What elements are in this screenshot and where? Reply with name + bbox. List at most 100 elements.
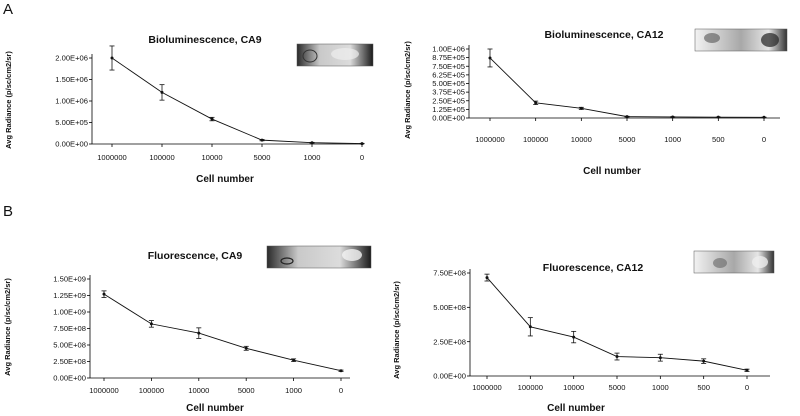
x-tick-label: 10000: [563, 383, 584, 392]
x-tick-label: 1000: [664, 135, 681, 144]
y-tick-label: 0.00E+00: [433, 372, 466, 381]
x-tick-label: 500: [697, 383, 710, 392]
x-axis-title: Cell number: [186, 403, 244, 414]
y-tick-label: 2.00E+06: [55, 54, 88, 63]
y-tick-label: 1.00E+06: [432, 45, 465, 54]
data-point: [197, 331, 201, 335]
data-point: [292, 358, 296, 362]
y-tick-label: 5.00E+05: [55, 118, 88, 127]
panel-letter-a: A: [3, 1, 13, 18]
y-axis-title: Avg Radiance (p/sc/cm2/sr): [4, 51, 13, 149]
y-tick-label: 8.75E+05: [432, 53, 465, 62]
x-tick-label: 5000: [619, 135, 636, 144]
x-tick-label: 1000: [285, 386, 302, 395]
data-point: [579, 106, 583, 110]
y-tick-label: 3.75E+05: [432, 88, 465, 97]
y-tick-label: 6.25E+05: [432, 70, 465, 79]
x-tick-label: 0: [360, 153, 364, 162]
y-tick-label: 1.00E+09: [53, 308, 86, 317]
data-point: [528, 325, 532, 329]
y-tick-label: 0.00E+00: [432, 114, 465, 123]
x-tick-label: 5000: [254, 153, 271, 162]
y-tick-label: 1.50E+06: [55, 75, 88, 84]
panel-letter-b: B: [3, 203, 13, 220]
y-tick-label: 5.00E+05: [432, 79, 465, 88]
data-point: [485, 276, 489, 280]
series-line: [111, 57, 363, 145]
y-tick-label: 1.00E+06: [55, 97, 88, 106]
x-tick-label: 10000: [571, 135, 592, 144]
mouse-fluorescence-image: [693, 250, 775, 274]
chart-title: Bioluminescence, CA9: [148, 34, 261, 46]
chart-bioluminescence-ca9: Bioluminescence, CA9 Avg Radiance (p/sc/…: [4, 34, 374, 185]
data-point: [488, 56, 492, 60]
x-tick-label: 5000: [238, 386, 255, 395]
y-tick-label: 7.50E+05: [432, 62, 465, 71]
x-tick-label: 1000000: [475, 135, 505, 144]
series-line: [489, 57, 765, 118]
data-point: [244, 346, 248, 350]
data-point: [745, 368, 749, 372]
data-point: [110, 56, 114, 60]
y-tick-label: 5.00E+08: [53, 341, 86, 350]
mouse-bioluminescence-image: [296, 43, 374, 67]
y-tick-label: 1.25E+05: [432, 105, 465, 114]
x-tick-label: 500: [712, 135, 725, 144]
data-point: [716, 115, 720, 119]
y-tick-label: 0.00E+00: [53, 374, 86, 383]
x-tick-label: 1000: [652, 383, 669, 392]
data-point: [360, 142, 364, 146]
y-tick-label: 7.50E+08: [433, 269, 466, 278]
y-axis-title: Avg Radiance (p/sc/cm2/sr): [403, 41, 412, 139]
y-tick-label: 7.50E+08: [53, 324, 86, 333]
y-tick-label: 2.50E+08: [53, 357, 86, 366]
y-axis-title: Avg Radiance (p/sc/cm2/sr): [392, 281, 401, 379]
y-tick-label: 0.00E+00: [55, 140, 88, 149]
data-point: [160, 90, 164, 94]
x-tick-label: 5000: [609, 383, 626, 392]
chart-bioluminescence-ca12: Bioluminescence, CA12 Avg Radiance (p/sc…: [403, 28, 788, 177]
x-tick-label: 1000: [304, 153, 321, 162]
data-point: [534, 101, 538, 105]
x-axis-title: Cell number: [196, 174, 254, 185]
x-tick-label: 10000: [201, 153, 222, 162]
y-tick-label: 2.50E+08: [433, 337, 466, 346]
data-point: [149, 322, 153, 326]
series-line: [103, 293, 342, 372]
data-point: [339, 369, 343, 373]
chart-title: Bioluminescence, CA12: [544, 29, 663, 41]
x-tick-label: 100000: [518, 383, 543, 392]
chart-fluorescence-ca9: Fluorescence, CA9 Avg Radiance (p/sc/cm2…: [3, 245, 372, 414]
y-tick-label: 2.50E+05: [432, 96, 465, 105]
data-point: [671, 115, 675, 119]
data-point: [310, 141, 314, 145]
mouse-bioluminescence-image: [694, 28, 788, 52]
x-tick-label: 1000000: [472, 383, 502, 392]
data-point: [702, 359, 706, 363]
y-tick-label: 1.25E+09: [53, 291, 86, 300]
x-tick-label: 100000: [139, 386, 164, 395]
data-point: [625, 115, 629, 119]
y-axis-title: Avg Radiance (p/sc/cm2/sr): [3, 278, 12, 376]
chart-title: Fluorescence, CA9: [148, 250, 243, 262]
chart-fluorescence-ca12: Fluorescence, CA12 Avg Radiance (p/sc/cm…: [392, 250, 775, 414]
x-tick-label: 0: [762, 135, 766, 144]
data-point: [260, 138, 264, 142]
x-tick-label: 10000: [188, 386, 209, 395]
x-axis-title: Cell number: [547, 403, 605, 414]
mouse-fluorescence-image: [266, 245, 372, 269]
x-tick-label: 100000: [149, 153, 174, 162]
data-point: [572, 335, 576, 339]
data-point: [210, 117, 214, 121]
y-tick-label: 1.50E+09: [53, 275, 86, 284]
x-tick-label: 0: [745, 383, 749, 392]
data-point: [102, 292, 106, 296]
data-point: [762, 115, 766, 119]
x-axis-title: Cell number: [583, 166, 641, 177]
data-point: [658, 356, 662, 360]
x-tick-label: 1000000: [97, 153, 127, 162]
x-tick-label: 0: [339, 386, 343, 395]
x-tick-label: 100000: [523, 135, 548, 144]
y-tick-label: 5.00E+08: [433, 303, 466, 312]
